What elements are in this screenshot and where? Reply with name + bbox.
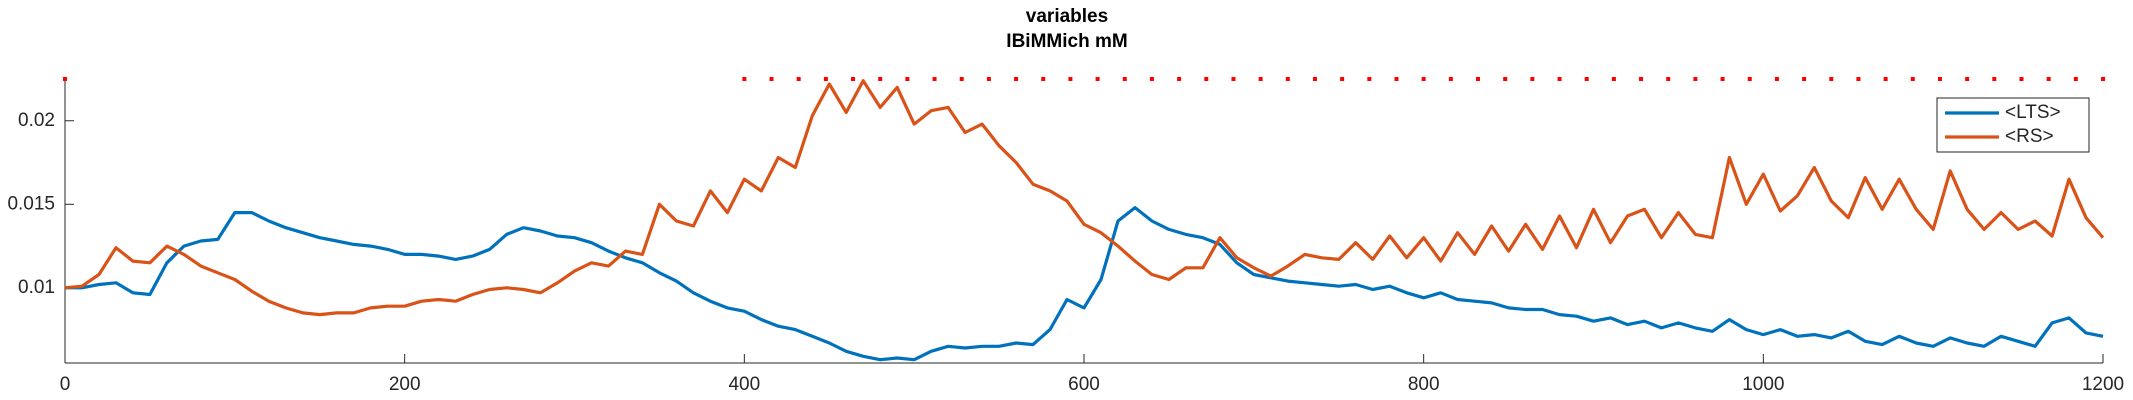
event-marker bbox=[932, 77, 937, 81]
event-marker bbox=[1557, 77, 1562, 81]
line-series bbox=[64, 79, 2105, 317]
event-marker bbox=[851, 77, 856, 81]
event-marker bbox=[1802, 77, 1807, 81]
event-marker bbox=[2019, 77, 2024, 81]
event-marker bbox=[1829, 77, 1834, 81]
event-marker bbox=[1666, 77, 1671, 81]
chart-title: variables bbox=[1026, 6, 1108, 27]
event-marker bbox=[1258, 77, 1263, 81]
event-marker bbox=[1774, 77, 1779, 81]
legend-label: <RS> bbox=[2005, 126, 2054, 147]
event-marker bbox=[1367, 77, 1372, 81]
event-marker bbox=[63, 77, 67, 81]
event-marker bbox=[1149, 77, 1154, 81]
event-marker bbox=[2046, 77, 2051, 81]
event-marker bbox=[1693, 77, 1698, 81]
event-marker bbox=[1394, 77, 1399, 81]
x-tick-label: 1200 bbox=[2082, 374, 2124, 395]
event-marker bbox=[1747, 77, 1752, 81]
event-marker bbox=[1014, 77, 1019, 81]
event-marker bbox=[1992, 77, 1997, 81]
event-marker bbox=[1041, 77, 1046, 81]
event-marker bbox=[742, 77, 747, 81]
event-marker bbox=[796, 77, 801, 81]
event-marker bbox=[1231, 77, 1236, 81]
x-tick-label: 600 bbox=[1068, 374, 1100, 395]
event-marker bbox=[769, 77, 774, 81]
event-marker bbox=[1421, 77, 1426, 81]
x-tick-label: 400 bbox=[728, 374, 760, 395]
legend-box bbox=[1936, 97, 2090, 153]
x-tick-label: 1000 bbox=[1742, 374, 1784, 395]
event-marker bbox=[1312, 77, 1317, 81]
event-marker bbox=[986, 77, 991, 81]
event-marker bbox=[878, 77, 883, 81]
event-marker bbox=[1448, 77, 1453, 81]
event-marker bbox=[1285, 77, 1290, 81]
event-marker bbox=[1856, 77, 1861, 81]
legend-label: <LTS> bbox=[2005, 102, 2061, 123]
y-tick-label: 0.015 bbox=[7, 193, 55, 214]
event-marker bbox=[1639, 77, 1644, 81]
event-marker bbox=[1204, 77, 1209, 81]
event-marker bbox=[1340, 77, 1345, 81]
event-marker bbox=[823, 77, 828, 81]
event-marker bbox=[1177, 77, 1182, 81]
event-marker bbox=[1095, 77, 1100, 81]
event-marker bbox=[1910, 77, 1915, 81]
event-marker bbox=[2073, 77, 2078, 81]
event-marker bbox=[905, 77, 910, 81]
event-marker bbox=[1476, 77, 1481, 81]
x-tick-label: 0 bbox=[60, 374, 71, 395]
event-marker bbox=[2101, 77, 2105, 81]
event-marker bbox=[1503, 77, 1508, 81]
event-marker bbox=[1937, 77, 1942, 81]
event-marker bbox=[1068, 77, 1073, 81]
x-tick-label: 200 bbox=[389, 374, 421, 395]
event-marker bbox=[1965, 77, 1970, 81]
y-tick-label: 0.02 bbox=[18, 110, 55, 131]
chart-subtitle: IBiMMich mM bbox=[1006, 31, 1127, 52]
event-marker bbox=[1584, 77, 1589, 81]
event-marker bbox=[1720, 77, 1725, 81]
line-series bbox=[65, 206, 2104, 362]
event-marker bbox=[1122, 77, 1127, 81]
event-marker bbox=[1611, 77, 1616, 81]
event-marker bbox=[1530, 77, 1535, 81]
event-marker bbox=[1883, 77, 1888, 81]
y-tick-label: 0.01 bbox=[18, 277, 55, 298]
event-marker bbox=[959, 77, 964, 81]
x-tick-label: 800 bbox=[1408, 374, 1440, 395]
